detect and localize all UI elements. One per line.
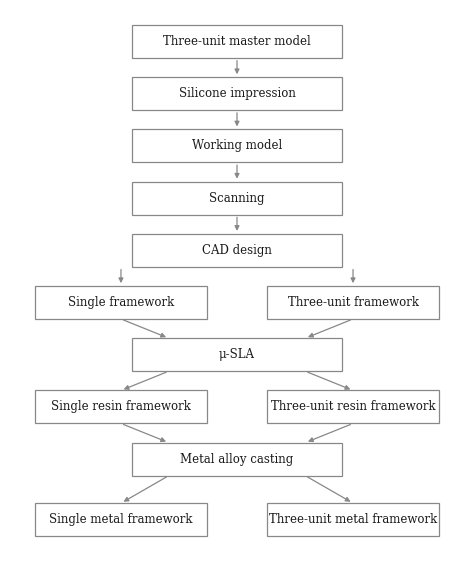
FancyBboxPatch shape	[266, 286, 439, 319]
FancyBboxPatch shape	[35, 286, 208, 319]
Text: Single resin framework: Single resin framework	[51, 401, 191, 413]
FancyBboxPatch shape	[132, 77, 342, 110]
Text: Silicone impression: Silicone impression	[179, 87, 295, 100]
Text: Metal alloy casting: Metal alloy casting	[181, 453, 293, 466]
FancyBboxPatch shape	[132, 443, 342, 476]
FancyBboxPatch shape	[266, 390, 439, 424]
Text: Single framework: Single framework	[68, 296, 174, 309]
Text: CAD design: CAD design	[202, 244, 272, 257]
Text: Three-unit master model: Three-unit master model	[163, 35, 311, 48]
Text: Working model: Working model	[192, 139, 282, 152]
FancyBboxPatch shape	[132, 130, 342, 162]
FancyBboxPatch shape	[132, 338, 342, 371]
FancyBboxPatch shape	[132, 234, 342, 267]
Text: μ-SLA: μ-SLA	[219, 348, 255, 361]
FancyBboxPatch shape	[35, 390, 208, 424]
FancyBboxPatch shape	[132, 182, 342, 214]
FancyBboxPatch shape	[35, 503, 208, 536]
Text: Three-unit framework: Three-unit framework	[288, 296, 419, 309]
FancyBboxPatch shape	[132, 25, 342, 58]
Text: Scanning: Scanning	[209, 191, 265, 205]
Text: Single metal framework: Single metal framework	[49, 513, 193, 526]
Text: Three-unit metal framework: Three-unit metal framework	[269, 513, 437, 526]
FancyBboxPatch shape	[266, 503, 439, 536]
Text: Three-unit resin framework: Three-unit resin framework	[271, 401, 435, 413]
